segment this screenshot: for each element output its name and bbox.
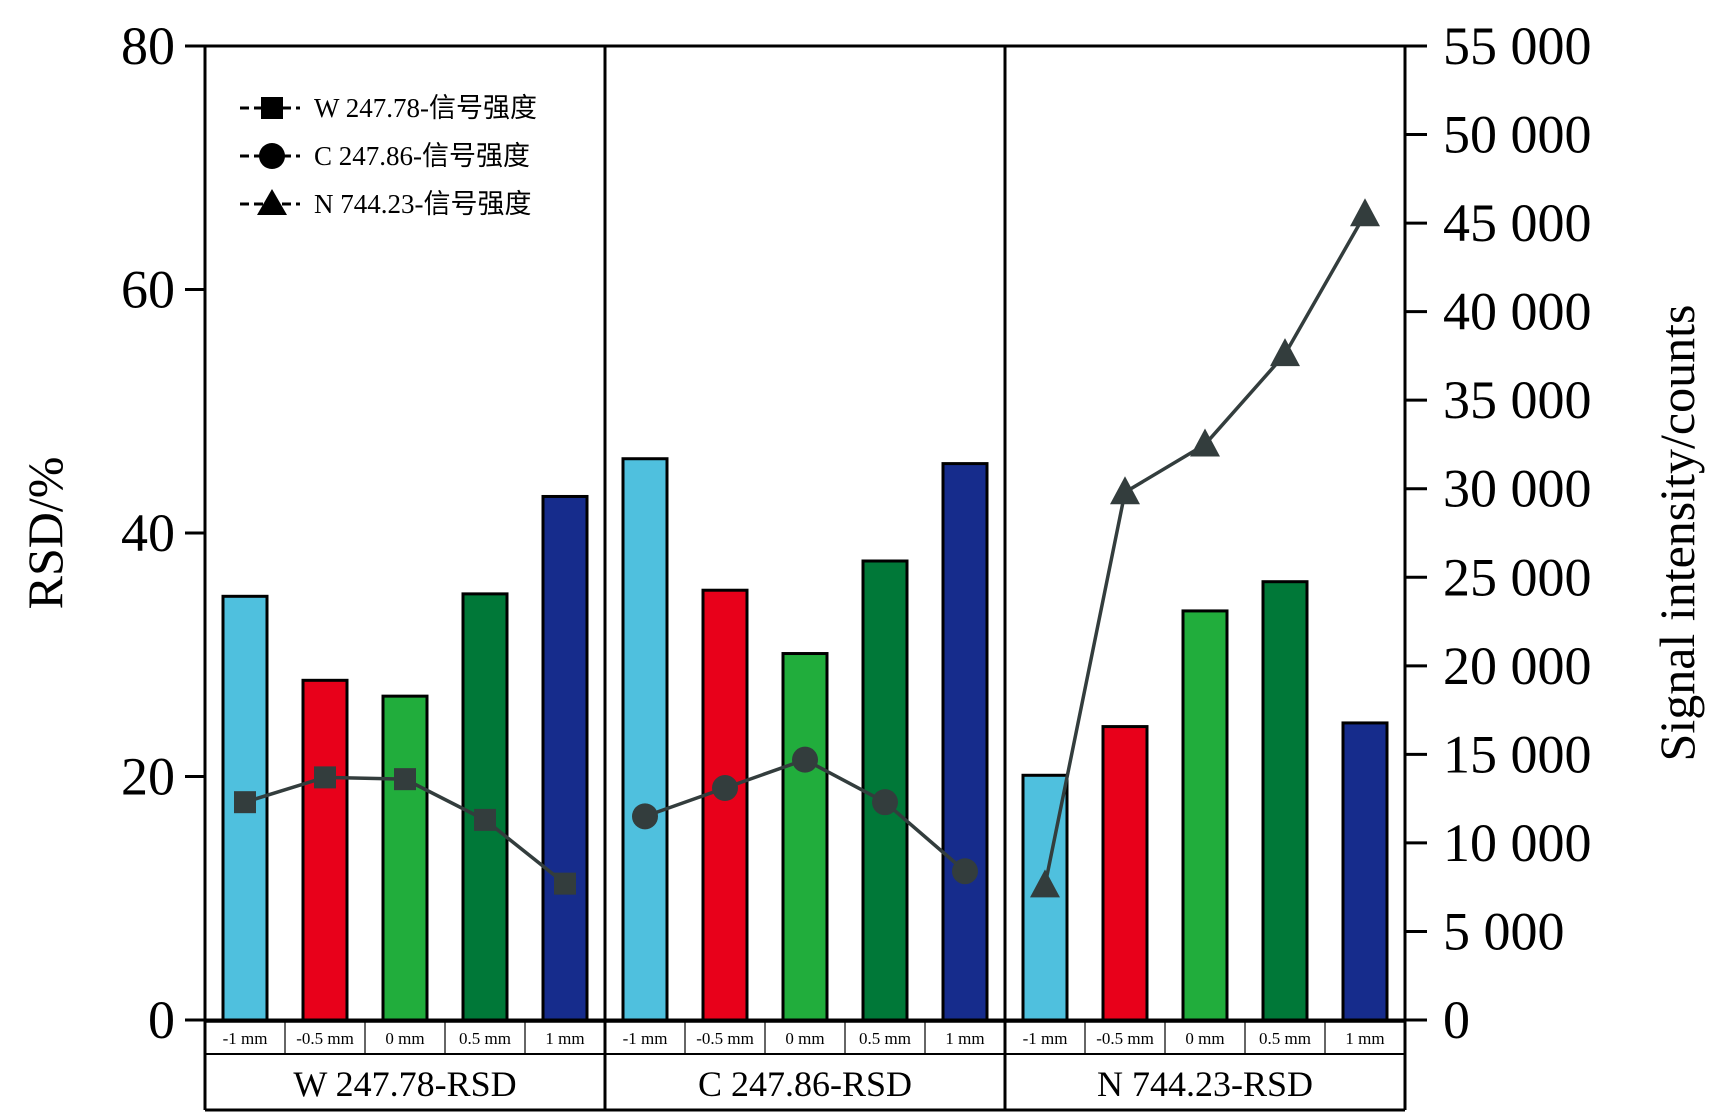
right-tick-label: 15 000 (1443, 724, 1592, 784)
category-label-1-mm: -1 mm (1023, 1029, 1068, 1048)
marker-w-247-78-rsd-1-mm (234, 791, 256, 814)
category-label-1-mm: 1 mm (545, 1029, 584, 1048)
marker-w-247-78-rsd-0-5-mm (314, 766, 336, 789)
category-label-1-mm: -1 mm (223, 1029, 268, 1048)
axes-layer: 0 20 40 60 80 RSD/% 0 5 000 10 000 15 000 20 000 25… (17, 16, 1705, 1050)
signal-lines-layer (234, 198, 1380, 898)
right-tick-label: 10 000 (1443, 813, 1592, 873)
left-tick-label: 0 (148, 990, 175, 1050)
right-tick-label: 45 000 (1443, 193, 1592, 253)
bar-c-247-86-rsd-0-5-mm (701, 588, 749, 1022)
left-tick-label: 40 (121, 503, 175, 563)
group-label-w-247-78-rsd: W 247.78-RSD (293, 1064, 516, 1104)
marker-n-744-23-rsd-0-mm (1190, 428, 1220, 457)
legend-square-marker (261, 97, 283, 119)
bar-c-247-86-rsd-1-mm (621, 457, 669, 1022)
bars-layer (221, 457, 1389, 1022)
marker-c-247-86-rsd-1-mm (632, 803, 658, 830)
left-axis-title: RSD/% (17, 457, 73, 610)
left-tick-label: 80 (121, 16, 175, 76)
legend-label: C 247.86-信号强度 (314, 141, 530, 171)
bar-n-744-23-rsd-1-mm (1341, 721, 1389, 1022)
right-tick-label: 50 000 (1443, 105, 1592, 165)
right-tick-label: 0 (1443, 990, 1470, 1050)
category-label-0-5-mm: -0.5 mm (696, 1029, 754, 1048)
category-label-0-5-mm: 0.5 mm (1259, 1029, 1311, 1048)
legend: W 247.78-信号强度 C 247.86-信号强度 N 744.23-信号强度 (240, 93, 537, 219)
marker-w-247-78-rsd-1-mm (554, 872, 576, 895)
marker-n-744-23-rsd-0-5-mm (1110, 476, 1140, 505)
group-label-n-744-23-rsd: N 744.23-RSD (1097, 1064, 1313, 1104)
marker-c-247-86-rsd-0-5-mm (872, 789, 898, 816)
marker-c-247-86-rsd-0-5-mm (712, 775, 738, 802)
category-label-0-5-mm: 0.5 mm (859, 1029, 911, 1048)
bar-c-247-86-rsd-0-mm (781, 652, 829, 1022)
legend-circle-marker (259, 143, 285, 169)
marker-w-247-78-rsd-0-5-mm (474, 808, 496, 831)
marker-n-744-23-rsd-0-5-mm (1270, 338, 1300, 367)
right-tick-label: 5 000 (1443, 901, 1565, 961)
category-label-0-5-mm: -0.5 mm (1096, 1029, 1154, 1048)
bar-w-247-78-rsd-1-mm (541, 494, 589, 1022)
bar-c-247-86-rsd-1-mm (941, 462, 989, 1022)
category-label-row: -1 mm -0.5 mm 0 mm 0.5 mm 1 mm W 247.78-RSD -1… (203, 1020, 1407, 1112)
bar-w-247-78-rsd-0-mm (381, 694, 429, 1022)
right-tick-label: 40 000 (1443, 282, 1592, 342)
right-tick-label: 25 000 (1443, 547, 1592, 607)
right-tick-label: 20 000 (1443, 636, 1592, 696)
category-label-0-5-mm: -0.5 mm (296, 1029, 354, 1048)
marker-n-744-23-rsd-1-mm (1030, 869, 1060, 898)
bar-n-744-23-rsd-0-5-mm (1261, 580, 1309, 1022)
bar-w-247-78-rsd-0-5-mm (461, 592, 509, 1022)
marker-c-247-86-rsd-0-mm (792, 746, 818, 773)
left-tick-label: 60 (121, 260, 175, 320)
category-label-1-mm: 1 mm (1345, 1029, 1384, 1048)
legend-label: N 744.23-信号强度 (314, 189, 532, 219)
bar-n-744-23-rsd-0-5-mm (1101, 725, 1149, 1022)
left-tick-label: 20 (121, 747, 175, 807)
category-label-0-mm: 0 mm (385, 1029, 424, 1048)
bar-w-247-78-rsd-0-5-mm (301, 678, 349, 1022)
group-label-c-247-86-rsd: C 247.86-RSD (698, 1064, 912, 1104)
right-tick-label: 55 000 (1443, 16, 1592, 76)
right-axis-title: Signal intensity/counts (1649, 305, 1705, 762)
right-tick-label: 35 000 (1443, 370, 1592, 430)
right-tick-label: 30 000 (1443, 459, 1592, 519)
legend-triangle-marker (257, 189, 287, 215)
legend-label: W 247.78-信号强度 (314, 93, 537, 123)
bar-n-744-23-rsd-0-mm (1181, 609, 1229, 1022)
category-label-0-mm: 0 mm (1185, 1029, 1224, 1048)
category-label-1-mm: 1 mm (945, 1029, 984, 1048)
marker-c-247-86-rsd-1-mm (952, 858, 978, 885)
marker-w-247-78-rsd-0-mm (394, 768, 416, 791)
marker-n-744-23-rsd-1-mm (1350, 198, 1380, 227)
category-label-0-5-mm: 0.5 mm (459, 1029, 511, 1048)
category-label-1-mm: -1 mm (623, 1029, 668, 1048)
category-label-0-mm: 0 mm (785, 1029, 824, 1048)
